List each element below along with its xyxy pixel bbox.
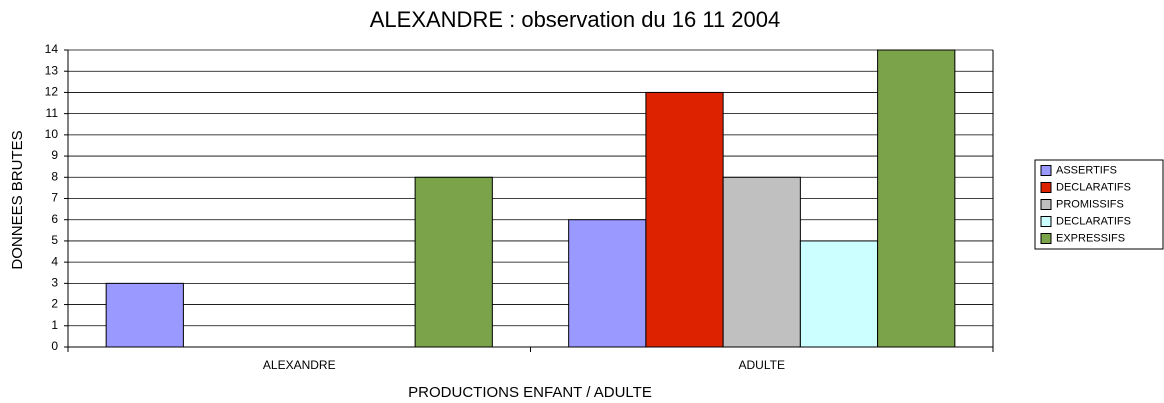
y-tick-label: 11 xyxy=(46,106,59,120)
y-tick-label: 9 xyxy=(51,148,58,162)
y-tick-label: 7 xyxy=(51,191,58,205)
chart-title: ALEXANDRE : observation du 16 11 2004 xyxy=(370,7,781,32)
legend-label: DECLARATIFS xyxy=(1056,215,1131,227)
bar xyxy=(105,282,184,348)
y-tick-label: 5 xyxy=(51,233,58,247)
bar xyxy=(645,91,724,348)
x-tick-label: ADULTE xyxy=(739,358,785,372)
legend-label: EXPRESSIFS xyxy=(1056,232,1125,244)
y-tick-label: 10 xyxy=(45,127,59,141)
y-tick-label: 12 xyxy=(45,85,59,99)
legend-box xyxy=(1034,159,1164,250)
y-tick-label: 14 xyxy=(45,42,59,56)
legend-swatch xyxy=(1040,165,1052,176)
x-tick-label: ALEXANDRE xyxy=(263,358,336,372)
bar xyxy=(722,176,801,348)
bar xyxy=(414,176,493,348)
y-tick-label: 4 xyxy=(51,254,58,268)
y-tick-label: 3 xyxy=(51,276,58,290)
y-tick-label: 6 xyxy=(51,212,58,226)
x-axis-label: PRODUCTIONS ENFANT / ADULTE xyxy=(408,384,652,401)
bar xyxy=(799,240,879,348)
bar xyxy=(568,219,647,348)
legend-label: PROMISSIFS xyxy=(1056,198,1124,210)
bar xyxy=(877,49,956,348)
legend-label: ASSERTIFS xyxy=(1056,164,1117,176)
y-tick-label: 0 xyxy=(51,339,58,353)
legend-swatch xyxy=(1040,216,1052,227)
y-tick-label: 1 xyxy=(51,318,58,332)
y-tick-label: 2 xyxy=(51,297,58,311)
legend-swatch xyxy=(1040,233,1052,244)
y-tick-label: 13 xyxy=(45,63,59,77)
legend-label: DECLARATIFS xyxy=(1056,181,1131,193)
legend-swatch xyxy=(1040,182,1052,193)
y-axis-label: DONNEES BRUTES xyxy=(9,130,26,269)
y-tick-label: 8 xyxy=(51,169,58,183)
legend-swatch xyxy=(1040,199,1052,210)
